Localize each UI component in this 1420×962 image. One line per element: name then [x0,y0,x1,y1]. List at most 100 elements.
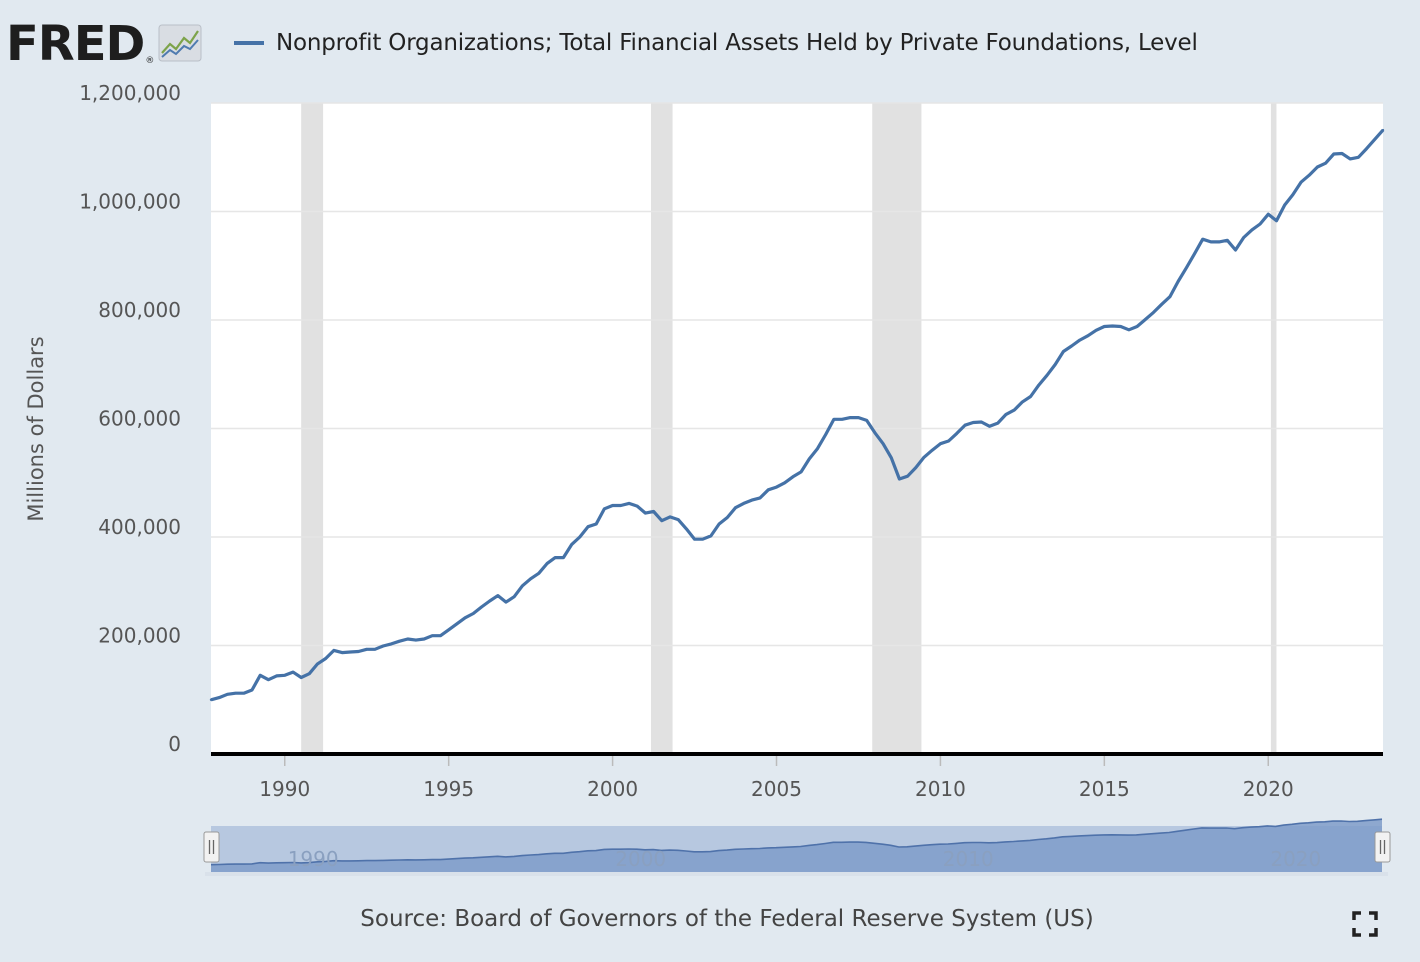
data-point [300,676,303,679]
data-point [758,496,762,500]
data-point [1144,318,1147,321]
data-point [963,424,967,427]
y-tick-label: 1,000,000 [79,190,181,214]
data-point [988,425,991,428]
data-point [939,442,942,445]
data-point [545,562,549,565]
data-point [898,477,901,481]
data-point [267,678,270,681]
data-point [734,506,737,509]
data-point [857,416,860,419]
series-line [210,129,1385,702]
data-point [504,600,508,604]
navigator-left-handle[interactable] [203,831,220,863]
data-point [1234,248,1237,252]
data-point [1094,329,1098,332]
y-tick-label: 1,200,000 [79,81,181,105]
data-point [685,527,688,531]
data-point [586,525,590,528]
navigator-label: 2010 [943,847,994,871]
data-point [1291,193,1295,196]
data-point [849,416,852,419]
fred-logo[interactable]: FRED ® [6,14,202,74]
source-note: Source: Board of Governors of the Federa… [360,906,1094,932]
data-point [1103,325,1106,328]
data-point [972,421,975,424]
data-point [1062,350,1065,353]
data-point [775,485,778,489]
legend-series-label: Nonprofit Organizations; Total Financial… [276,30,1198,56]
data-point [414,638,418,642]
data-point [799,470,803,474]
data-point [1054,363,1057,366]
logo-registered-mark: ® [145,56,155,66]
data-point [1160,303,1163,306]
data-point [1349,157,1352,161]
data-point [1267,213,1270,216]
legend-swatch [234,41,264,45]
data-point [726,516,729,519]
data-point [275,674,278,678]
data-point [611,504,614,507]
x-tick-label: 2010 [915,777,966,801]
data-point [677,518,680,521]
data-point [316,662,319,666]
y-tick-label: 600,000 [98,407,181,431]
data-point [1037,383,1041,387]
data-point [447,628,450,631]
x-tick-label: 2020 [1243,777,1294,801]
data-point [1316,165,1319,169]
data-point [570,543,573,546]
data-point [1373,138,1377,141]
chart-legend[interactable]: Nonprofit Organizations; Total Financial… [234,30,1198,56]
data-point [209,698,213,701]
data-point [881,442,885,445]
data-point [1127,328,1131,331]
data-point [865,419,868,422]
data-point [1021,400,1024,404]
data-point [1250,228,1254,232]
data-point [693,538,696,541]
data-point [890,456,893,459]
data-point [1070,344,1073,348]
data-point [1168,295,1172,298]
data-point [390,642,393,646]
data-point [218,696,221,699]
data-point [472,612,475,615]
data-point [291,670,295,674]
data-point [914,466,917,469]
data-point [242,692,245,695]
data-point [717,522,721,526]
data-point [832,418,836,421]
data-point [1332,152,1336,156]
data-point [873,431,877,434]
navigator-right-handle[interactable] [1374,831,1391,863]
data-point [1152,311,1155,314]
data-point [1217,240,1221,244]
data-point [365,648,368,651]
data-point [627,502,631,505]
data-point [250,688,254,692]
data-point [226,693,229,696]
data-point [357,650,360,653]
data-point [1004,413,1008,416]
fullscreen-icon[interactable] [1352,911,1378,937]
data-point [808,457,811,461]
data-point [652,510,655,513]
data-point [283,674,286,677]
data-point [1340,152,1344,155]
y-tick-label: 800,000 [98,298,181,322]
data-point [398,640,401,643]
data-point [931,449,934,452]
data-point [603,507,606,510]
x-tick-label: 2000 [587,777,638,801]
data-point [406,637,409,641]
data-point [1209,240,1213,244]
data-point [1135,325,1139,328]
navigator-area [211,819,1382,872]
data-point [791,475,795,478]
data-point [701,538,704,541]
data-point [513,595,516,598]
y-tick-label: 0 [168,732,181,756]
